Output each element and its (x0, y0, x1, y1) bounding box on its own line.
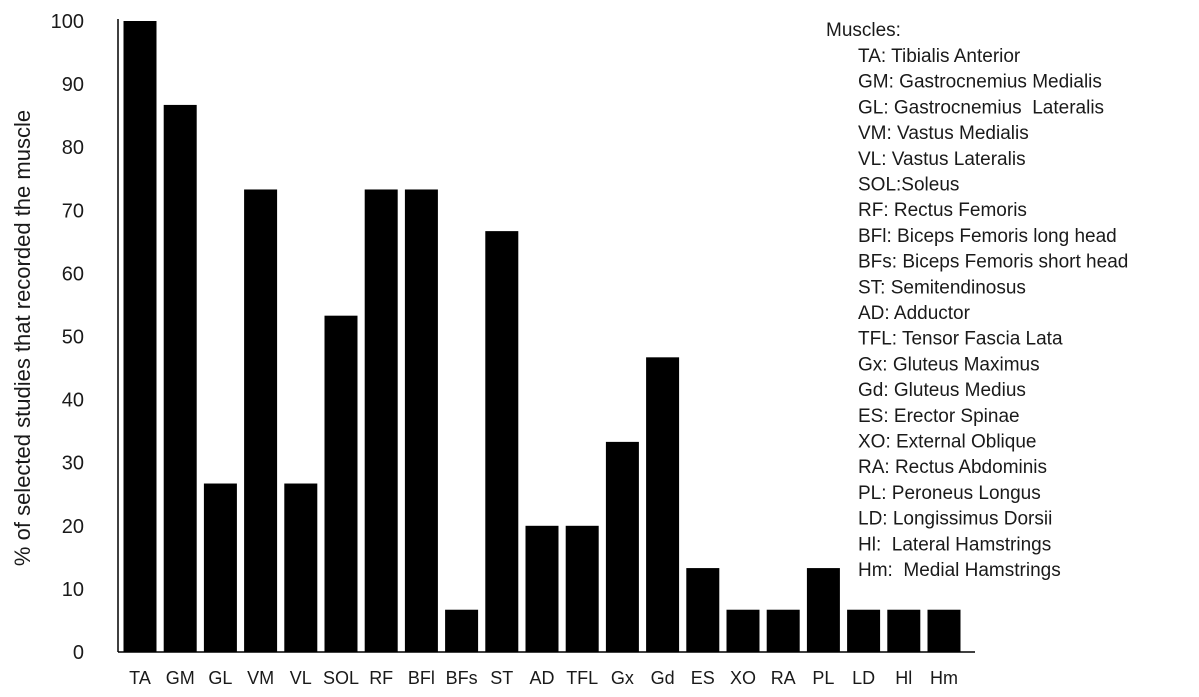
x-tick-label-gd: Gd (651, 668, 675, 688)
x-tick-label-ra: RA (771, 668, 796, 688)
legend-entry: GL: Gastrocnemius Lateralis (858, 97, 1104, 118)
y-tick-label-80: 80 (62, 137, 84, 159)
bar-ra (766, 609, 800, 652)
y-tick-label-50: 50 (62, 327, 84, 349)
x-tick-label-bfl: BFl (408, 668, 435, 688)
bar-ad (525, 525, 559, 652)
bars-group (123, 21, 961, 653)
y-tick-label-0: 0 (73, 642, 84, 664)
bar-vl (284, 483, 318, 652)
bar-st (485, 231, 519, 652)
bar-gx (605, 441, 639, 652)
legend-entry: ES: Erector Spinae (858, 406, 1020, 427)
bar-ta (123, 21, 157, 652)
legend-title: Muscles: (826, 20, 901, 41)
bar-ld (847, 609, 881, 652)
x-tick-label-ta: TA (129, 668, 151, 688)
bar-bfl (404, 189, 438, 653)
legend-entry: RF: Rectus Femoris (858, 200, 1027, 221)
x-tick-label-gl: GL (208, 668, 232, 688)
x-tick-label-gx: Gx (611, 668, 634, 688)
bar-bfs (445, 609, 479, 652)
x-tick-label-es: ES (691, 668, 715, 688)
bar-vm (244, 189, 278, 653)
legend-entry: XO: External Oblique (858, 432, 1036, 453)
bar-gd (646, 357, 680, 652)
x-tick-label-st: ST (490, 668, 513, 688)
legend-entry: VM: Vastus Medialis (858, 123, 1029, 144)
y-tick-labels: 0 10 20 30 40 50 60 70 80 90 100 (51, 11, 84, 664)
y-tick-label-10: 10 (62, 579, 84, 601)
x-tick-label-vm: VM (247, 668, 274, 688)
bar-es (686, 568, 720, 652)
legend-entry: SOL:Soleus (858, 175, 959, 196)
x-tick-label-vl: VL (290, 668, 312, 688)
y-axis-label: % of selected studies that recorded the … (10, 110, 35, 566)
legend-entry: Hm: Medial Hamstrings (858, 560, 1061, 581)
x-tick-label-hl: Hl (895, 668, 912, 688)
legend-entry: LD: Longissimus Dorsii (858, 509, 1052, 530)
legend-entry: Gd: Gluteus Medius (858, 380, 1026, 401)
y-tick-label-30: 30 (62, 453, 84, 475)
bar-gl (203, 483, 237, 652)
axes-group (117, 19, 975, 653)
bar-tfl (565, 525, 599, 652)
legend-entry: BFl: Biceps Femoris long head (858, 226, 1117, 247)
bar-pl (806, 568, 840, 652)
bar-gm (163, 104, 197, 653)
bar-hl (887, 609, 921, 652)
legend-entry: PL: Peroneus Longus (858, 483, 1041, 504)
x-tick-label-rf: RF (369, 668, 393, 688)
y-tick-label-70: 70 (62, 200, 84, 222)
legend-entry: VL: Vastus Lateralis (858, 149, 1026, 170)
x-tick-label-hm: Hm (930, 668, 958, 688)
legend-entry: Hl: Lateral Hamstrings (858, 534, 1051, 555)
x-tick-label-tfl: TFL (566, 668, 598, 688)
x-tick-label-bfs: BFs (446, 668, 478, 688)
y-tick-label-100: 100 (51, 11, 84, 33)
x-tick-label-pl: PL (812, 668, 834, 688)
x-category-labels: TA GM GL VM VL SOL RF BFl BFs ST AD TFL Gx Gd ES XO RA PL… (129, 668, 958, 688)
legend-entry: ST: Semitendinosus (858, 277, 1026, 298)
x-tick-label-sol: SOL (323, 668, 359, 688)
legend: Muscles: TA: Tibialis Anterior GM: Gastro… (826, 20, 1128, 581)
legend-entry: BFs: Biceps Femoris short head (858, 252, 1128, 273)
legend-entry: Gx: Gluteus Maximus (858, 354, 1040, 375)
legend-entry: TFL: Tensor Fascia Lata (858, 329, 1063, 350)
legend-entries: TA: Tibialis Anterior GM: Gastrocnemius M… (858, 46, 1128, 581)
bar-sol (324, 315, 358, 652)
y-tick-label-60: 60 (62, 263, 84, 285)
x-tick-label-ad: AD (529, 668, 554, 688)
y-tick-label-90: 90 (62, 74, 84, 96)
legend-entry: AD: Adductor (858, 303, 971, 324)
bar-rf (364, 189, 398, 653)
y-tick-label-40: 40 (62, 390, 84, 412)
x-tick-label-ld: LD (852, 668, 875, 688)
bar-xo (726, 609, 760, 652)
legend-entry: GM: Gastrocnemius Medialis (858, 72, 1102, 93)
legend-entry: RA: Rectus Abdominis (858, 457, 1047, 478)
bar-hm (927, 609, 961, 652)
y-tick-label-20: 20 (62, 516, 84, 538)
x-tick-label-xo: XO (730, 668, 756, 688)
legend-entry: TA: Tibialis Anterior (858, 46, 1021, 67)
x-tick-label-gm: GM (166, 668, 195, 688)
